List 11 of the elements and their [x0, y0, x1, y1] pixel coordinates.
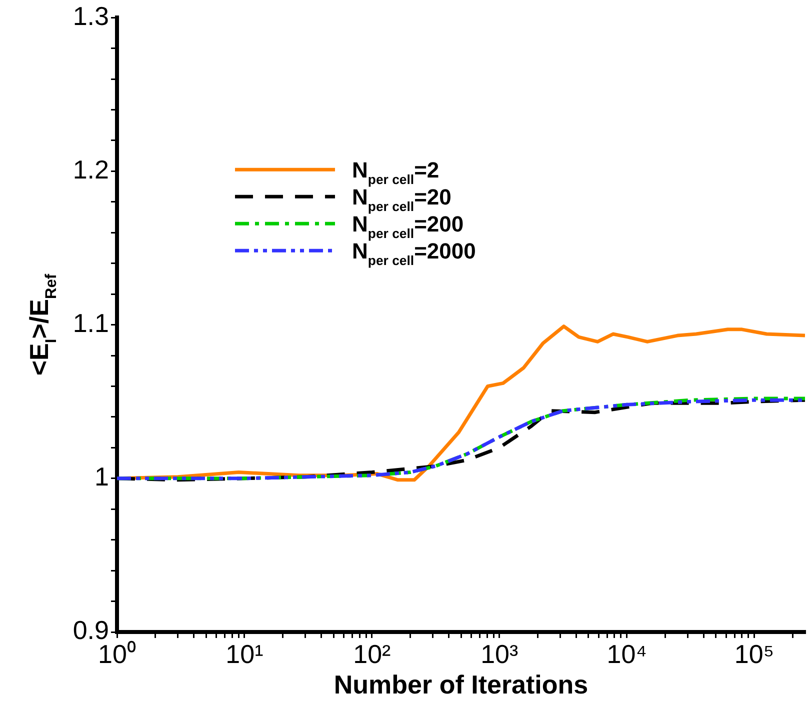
y-tick-label: 1.2 — [72, 154, 109, 184]
y-tick-label: 1 — [94, 462, 109, 492]
x-tick-label: 10⁴ — [606, 638, 647, 669]
x-tick-label: 10² — [353, 638, 392, 669]
y-tick-label: 1.1 — [72, 308, 109, 338]
y-axis-title: <EI>/ERef — [24, 273, 60, 376]
y-tick-label: 1.3 — [72, 0, 109, 31]
x-axis-title: Number of Iterations — [334, 670, 588, 700]
x-tick-label: 10³ — [480, 638, 518, 669]
x-tick-label: 10¹ — [226, 638, 264, 669]
x-tick-label: 10⁵ — [734, 638, 774, 669]
